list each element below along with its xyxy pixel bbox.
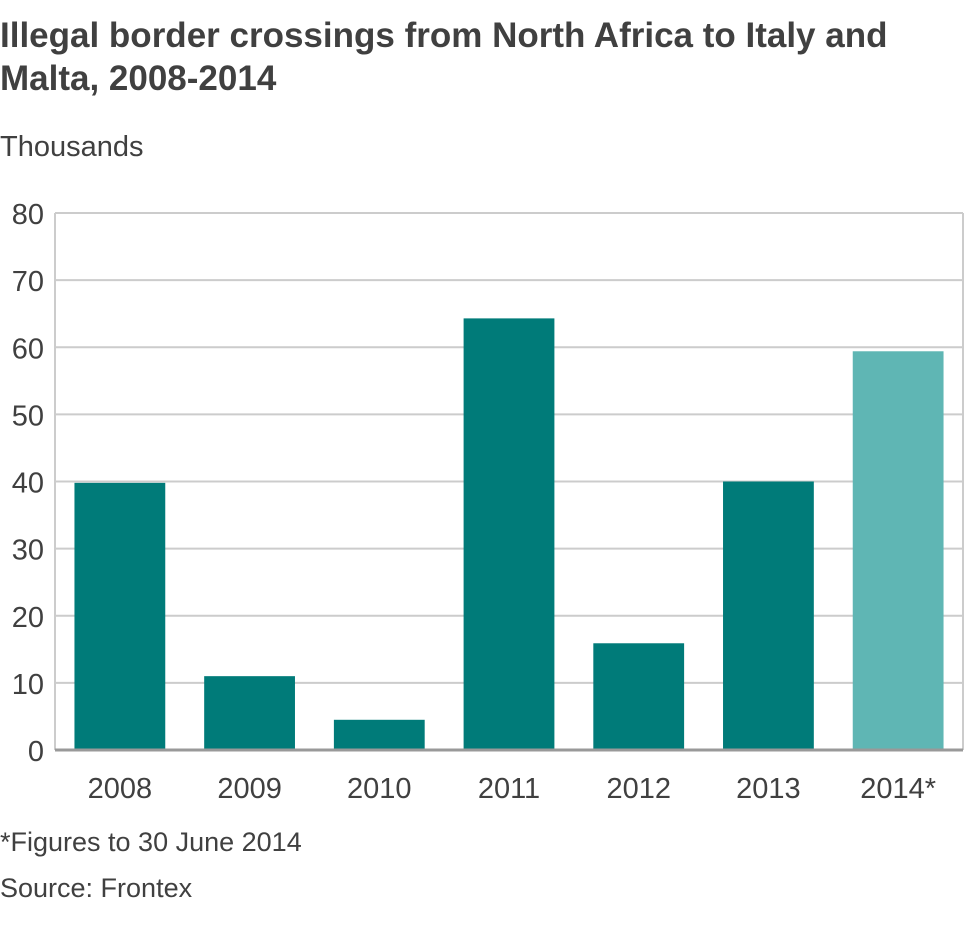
x-tick-label: 2011 <box>478 773 540 805</box>
bar-2011 <box>463 318 555 750</box>
y-tick-label: 30 <box>12 535 44 567</box>
bar-2008 <box>74 482 166 750</box>
x-tick-label: 2014* <box>860 773 936 805</box>
chart-subtitle: Thousands <box>0 131 144 163</box>
y-tick-label: 0 <box>28 736 44 768</box>
y-tick-label: 70 <box>12 266 44 298</box>
x-tick-label: 2010 <box>347 773 412 805</box>
chart-footnote: *Figures to 30 June 2014 <box>0 827 302 857</box>
chart-title: Illegal border crossings from North Afri… <box>0 16 888 98</box>
y-tick-label: 20 <box>12 602 44 634</box>
bar-2014 <box>852 351 944 750</box>
bars <box>74 318 944 750</box>
y-tick-label: 50 <box>12 400 44 432</box>
bar-2012 <box>593 643 685 750</box>
y-axis-ticks: 0 10 20 30 40 50 60 70 80 <box>12 199 44 768</box>
y-tick-label: 40 <box>12 468 44 500</box>
x-tick-label: 2009 <box>217 773 282 805</box>
bar-2013 <box>723 481 814 750</box>
x-axis-ticks: 2008 2009 2010 2011 2012 2013 2014* <box>55 748 963 805</box>
y-tick-label: 60 <box>12 333 44 365</box>
x-tick-label: 2013 <box>736 773 801 805</box>
y-tick-label: 80 <box>12 199 44 231</box>
chart-source: Source: Frontex <box>0 873 193 903</box>
bar-2010 <box>333 719 425 750</box>
y-tick-label: 10 <box>12 669 44 701</box>
bar-2009 <box>204 676 295 750</box>
x-tick-label: 2008 <box>88 773 153 805</box>
x-tick-label: 2012 <box>606 773 671 805</box>
